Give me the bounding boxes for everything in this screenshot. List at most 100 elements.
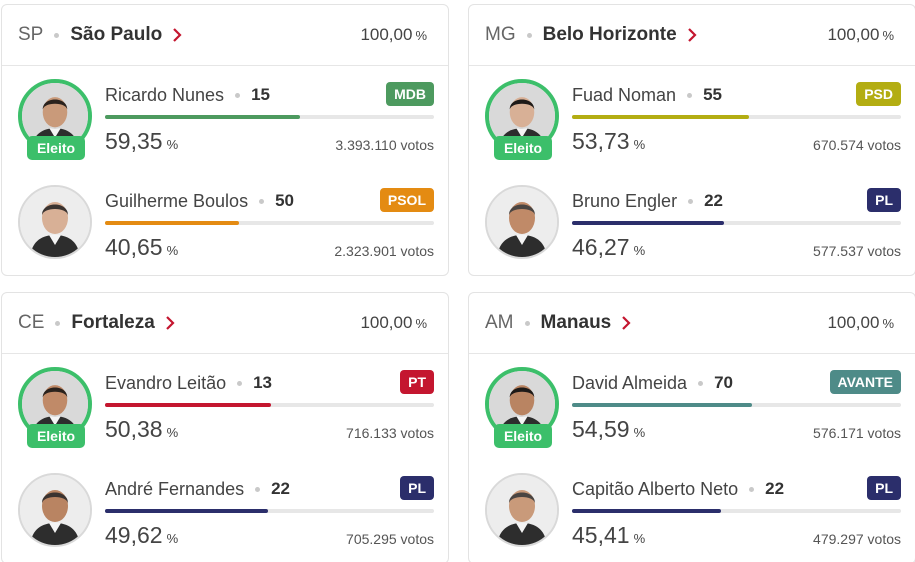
chevron-right-icon: [166, 316, 175, 330]
counted-percentage: 100,00%: [360, 25, 427, 44]
party-badge: PSD: [856, 82, 901, 106]
city-name: Manaus: [540, 312, 612, 333]
city-header-link[interactable]: MG Belo Horizonte 100,00%: [469, 5, 915, 66]
candidate-name: Bruno Engler: [572, 190, 678, 211]
candidate-number: 22: [271, 479, 291, 498]
vote-share-bar: [105, 403, 434, 407]
separator-dot: [235, 92, 241, 98]
vote-percentage: 40,65%: [105, 234, 179, 260]
candidate-name-row: Capitão Alberto Neto 22: [572, 477, 784, 501]
candidate-row: Capitão Alberto Neto 22 PL 45,41% 479.297 vo…: [469, 473, 915, 559]
candidate-avatar: Eleito: [485, 367, 559, 448]
separator-dot: [54, 32, 60, 38]
elected-badge: Eleito: [27, 424, 85, 448]
chevron-right-icon: [687, 28, 697, 42]
candidate-name: Evandro Leitão: [105, 372, 227, 393]
counted-percentage: 100,00%: [827, 25, 894, 44]
vote-percentage: 49,62%: [105, 522, 179, 548]
vote-percentage: 46,27%: [572, 234, 646, 260]
vote-count: 670.574 votos: [813, 137, 901, 153]
vote-share-bar-fill: [572, 115, 749, 119]
vote-share-bar-fill: [572, 509, 722, 513]
city-name: Belo Horizonte: [542, 24, 677, 45]
city-card-mg: MG Belo Horizonte 100,00% Eleito Fuad Nom…: [468, 4, 915, 276]
vote-count: 3.393.110 votos: [335, 137, 434, 153]
vote-share-bar: [572, 403, 901, 407]
state-code: SP: [18, 24, 44, 45]
candidate-photo: [485, 185, 559, 259]
person-portrait-icon: [487, 187, 557, 257]
candidate-avatar: [18, 185, 92, 259]
city-header-link[interactable]: SP São Paulo 100,00%: [2, 5, 448, 66]
candidate-row: Bruno Engler 22 PL 46,27% 577.537 votos: [469, 185, 915, 271]
candidate-avatar: [18, 473, 92, 547]
chevron-right-icon: [173, 28, 182, 42]
state-code: MG: [485, 24, 516, 45]
party-badge: MDB: [386, 82, 434, 106]
candidate-row: André Fernandes 22 PL 49,62% 705.295 votos: [2, 473, 448, 559]
vote-count: 479.297 votos: [813, 531, 901, 547]
vote-share-bar: [105, 115, 434, 119]
state-code: CE: [18, 312, 45, 333]
city-header-link[interactable]: AM Manaus 100,00%: [469, 293, 915, 354]
candidate-name-row: Guilherme Boulos 50: [105, 189, 294, 213]
candidate-number: 22: [765, 479, 785, 498]
candidate-avatar: Eleito: [18, 79, 92, 160]
candidate-name: Guilherme Boulos: [105, 190, 249, 211]
separator-dot: [259, 198, 265, 204]
party-badge: PL: [400, 476, 434, 500]
candidate-row: Eleito Ricardo Nunes 15 MDB 59,35% 3.393.110 …: [2, 79, 448, 165]
candidate-avatar: Eleito: [485, 79, 559, 160]
vote-count: 2.323.901 votos: [334, 243, 434, 259]
candidate-avatar: [485, 185, 559, 259]
candidate-name: Ricardo Nunes: [105, 84, 225, 105]
elected-badge: Eleito: [494, 424, 552, 448]
candidate-avatar: [485, 473, 559, 547]
vote-percentage: 59,35%: [105, 128, 179, 154]
vote-share-bar-fill: [105, 221, 239, 225]
party-badge: PSOL: [379, 188, 434, 212]
candidate-number: 55: [703, 85, 722, 104]
candidate-row: Eleito Evandro Leitão 13 PT 50,38% 716.133 vo…: [2, 367, 448, 453]
separator-dot: [526, 32, 532, 38]
candidate-number: 15: [251, 85, 270, 104]
candidate-number: 70: [714, 373, 733, 392]
vote-share-bar: [572, 509, 901, 513]
person-portrait-icon: [20, 187, 90, 257]
candidate-avatar: Eleito: [18, 367, 92, 448]
vote-share-bar-fill: [572, 221, 725, 225]
candidate-name: David Almeida: [572, 372, 688, 393]
vote-percentage: 54,59%: [572, 416, 646, 442]
counted-percentage: 100,00%: [360, 313, 427, 332]
vote-share-bar-fill: [105, 115, 301, 119]
candidate-number: 13: [253, 373, 273, 392]
city-card-am: AM Manaus 100,00% Eleito David Almeida 70 A…: [468, 292, 915, 562]
vote-share-bar-fill: [572, 403, 752, 407]
city-name: São Paulo: [70, 24, 163, 45]
party-badge: PT: [400, 370, 434, 394]
separator-dot: [687, 92, 693, 98]
state-code: AM: [485, 312, 514, 333]
vote-count: 577.537 votos: [813, 243, 901, 259]
candidate-name-row: Evandro Leitão 13: [105, 371, 272, 395]
party-badge: PL: [867, 188, 901, 212]
vote-percentage: 50,38%: [105, 416, 179, 442]
city-header-link[interactable]: CE Fortaleza 100,00%: [2, 293, 448, 354]
separator-dot: [237, 380, 243, 386]
candidate-photo: [18, 473, 92, 547]
separator-dot: [688, 198, 694, 204]
vote-percentage: 45,41%: [572, 522, 646, 548]
counted-percentage: 100,00%: [827, 313, 894, 332]
separator-dot: [55, 320, 61, 326]
candidate-name-row: David Almeida 70: [572, 371, 733, 395]
candidate-name-row: André Fernandes 22: [105, 477, 290, 501]
vote-share-bar: [572, 221, 901, 225]
candidate-name: Capitão Alberto Neto: [572, 478, 739, 499]
candidate-row: Eleito Fuad Noman 55 PSD 53,73% 670.574 votos: [469, 79, 915, 165]
candidate-name: André Fernandes: [105, 478, 245, 499]
candidate-name-row: Ricardo Nunes 15: [105, 83, 270, 107]
vote-count: 705.295 votos: [346, 531, 434, 547]
vote-share-bar: [105, 221, 434, 225]
elected-badge: Eleito: [27, 136, 85, 160]
separator-dot: [698, 380, 704, 386]
